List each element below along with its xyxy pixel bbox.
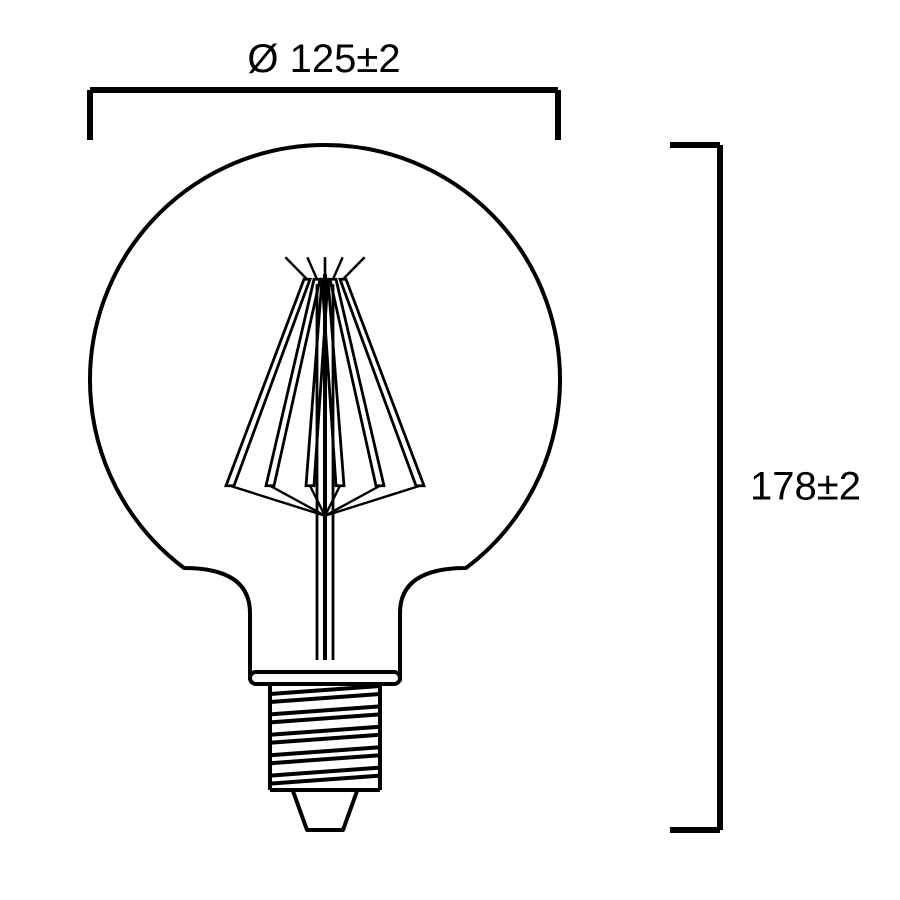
screw-thread xyxy=(270,755,380,763)
filament-crown xyxy=(307,257,317,279)
dimension-drawing: Ø 125±2 178±2 xyxy=(0,0,900,900)
screw-thread xyxy=(270,694,380,702)
filament-crown xyxy=(343,257,365,279)
screw-thread xyxy=(270,686,380,694)
contact-tip xyxy=(293,790,358,830)
filament-crown xyxy=(285,257,307,279)
screw-thread xyxy=(270,714,380,722)
screw-thread xyxy=(270,747,380,755)
screw-thread xyxy=(270,706,380,714)
filament-crown xyxy=(333,257,343,279)
screw-thread xyxy=(270,727,380,735)
screw-thread xyxy=(270,768,380,776)
screw-thread xyxy=(270,735,380,743)
screw-thread xyxy=(270,776,380,784)
dim-width-label: Ø 125±2 xyxy=(247,37,400,81)
dim-height-label: 178±2 xyxy=(750,465,861,509)
bulb-collar xyxy=(250,672,400,684)
